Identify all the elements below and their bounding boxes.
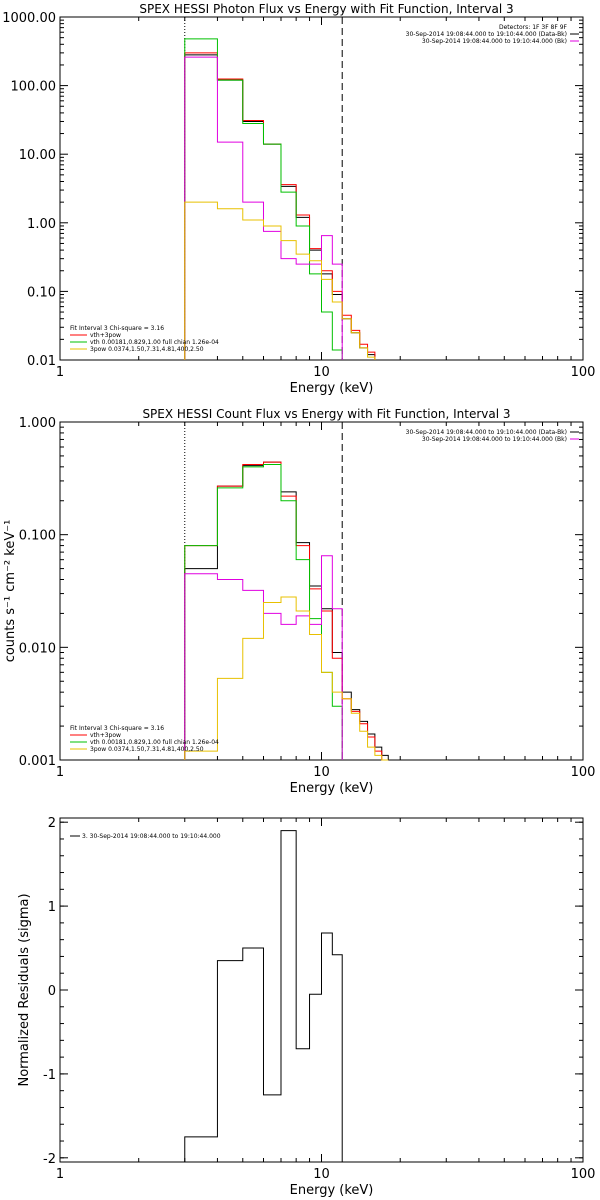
legend-entry: Fit Interval 3 Chi-square = 3.16 xyxy=(70,725,164,732)
x-tick-label: 10 xyxy=(313,1167,330,1182)
legend-entry: vth 0.00181,0.829,1.00 full chian 1.26e-… xyxy=(90,339,219,346)
legend-entry: 30-Sep-2014 19:08:44.000 to 19:10:44.000… xyxy=(406,429,567,436)
x-tick-label: 100 xyxy=(571,765,596,780)
y-tick-label: 1000.00 xyxy=(2,11,56,26)
series-red-line xyxy=(184,52,376,360)
y-tick-label: 100.00 xyxy=(11,80,57,95)
series-black-line xyxy=(184,830,343,1162)
x-tick-label: 10 xyxy=(313,765,330,780)
x-axis-label: Energy (keV) xyxy=(290,781,374,796)
series-yellow-line xyxy=(184,596,389,761)
y-tick-label: 0.010 xyxy=(19,641,56,656)
chart-title: SPEX HESSI Photon Flux vs Energy with Fi… xyxy=(139,2,513,16)
y-tick-label: 0.10 xyxy=(27,285,56,300)
series-green-line xyxy=(184,38,343,360)
y-axis-label: counts s⁻¹ cm⁻² keV⁻¹ xyxy=(3,520,18,663)
legend-entry: Fit Interval 3 Chi-square = 3.16 xyxy=(70,325,164,332)
x-tick-label: 10 xyxy=(313,365,330,380)
y-tick-label: 0.001 xyxy=(19,754,56,769)
series-black-line xyxy=(184,54,376,360)
x-tick-label: 100 xyxy=(571,365,596,380)
legend-entry: 3pow 0.0374,1.50,7.31,4.81,400,2.50 xyxy=(90,746,204,753)
y-tick-label: -2 xyxy=(43,1152,56,1167)
y-tick-label: 0.01 xyxy=(27,354,56,369)
y-tick-label: -1 xyxy=(43,1068,56,1083)
legend-entry: vth 0.00181,0.829,1.00 full chian 1.26e-… xyxy=(90,739,219,746)
series-red-line xyxy=(184,461,389,761)
series-yellow-line xyxy=(184,201,376,360)
legend-entry: Detectors: 1F 3F 8F 9F xyxy=(499,24,568,31)
y-tick-label: 0.100 xyxy=(19,529,56,544)
y-tick-label: 2 xyxy=(48,816,56,831)
x-tick-label: 1 xyxy=(56,765,64,780)
y-tick-label: 1 xyxy=(48,900,56,915)
chart-panel-1: SPEX HESSI Photon Flux vs Energy with Fi… xyxy=(2,2,595,396)
series-magenta-line xyxy=(184,555,343,760)
y-tick-label: 1.00 xyxy=(27,217,56,232)
chart-panel-2: SPEX HESSI Count Flux vs Energy with Fit… xyxy=(3,407,595,796)
series-black-line xyxy=(184,461,389,760)
legend-entry: 3. 30-Sep-2014 19:08:44.000 to 19:10:44.… xyxy=(82,833,221,840)
legend-entry: 30-Sep-2014 19:08:44.000 to 19:10:44.000… xyxy=(406,31,567,38)
legend-entry: 30-Sep-2014 19:08:44.000 to 19:10:44.000… xyxy=(422,38,567,45)
legend-entry: 3pow 0.0374,1.50,7.31,4.81,400,2.50 xyxy=(90,346,204,353)
y-axis-label: Normalized Residuals (sigma) xyxy=(17,893,32,1086)
x-tick-label: 1 xyxy=(56,1167,64,1182)
legend-entry: 30-Sep-2014 19:08:44.000 to 19:10:44.000… xyxy=(422,436,567,443)
y-tick-label: 1.000 xyxy=(19,416,56,431)
x-tick-label: 100 xyxy=(571,1167,596,1182)
series-magenta-line xyxy=(184,56,343,360)
y-tick-label: 10.00 xyxy=(19,148,56,163)
y-tick-label: 0 xyxy=(48,984,56,999)
x-tick-label: 1 xyxy=(56,365,64,380)
x-axis-label: Energy (keV) xyxy=(290,1183,374,1198)
legend-entry: vth+3pow xyxy=(90,332,121,339)
legend-entry: vth+3pow xyxy=(90,732,121,739)
x-axis-label: Energy (keV) xyxy=(290,381,374,396)
chart-title: SPEX HESSI Count Flux vs Energy with Fit… xyxy=(142,407,510,421)
